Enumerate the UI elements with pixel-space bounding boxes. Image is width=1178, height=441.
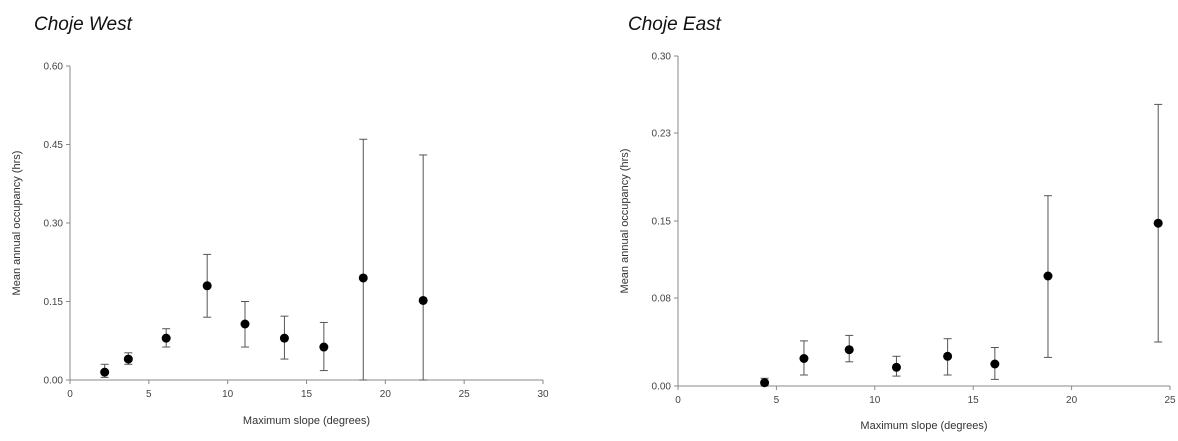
east-data-point (1043, 271, 1053, 281)
west-x-tick-label: 25 (459, 389, 471, 400)
east-y-tick-label: 0.15 (652, 217, 672, 228)
west-data-point (161, 333, 171, 343)
chart-title-east: Choje East (628, 14, 721, 35)
west-x-tick-label: 30 (537, 389, 549, 400)
east-x-tick-label: 25 (1164, 395, 1176, 406)
west-y-axis-label: Mean annual occupancy (hrs) (11, 151, 23, 296)
west-x-tick-label: 5 (146, 389, 152, 400)
east-x-tick-label: 0 (675, 395, 681, 406)
east-data-point (1153, 218, 1163, 228)
west-x-tick-label: 0 (67, 389, 73, 400)
east-x-tick-label: 15 (968, 395, 980, 406)
east-x-tick-label: 20 (1066, 395, 1078, 406)
east-x-axis-label: Maximum slope (degrees) (860, 420, 987, 432)
west-data-point (123, 354, 133, 364)
east-data-point (943, 351, 953, 361)
east-y-tick-label: 0.00 (652, 382, 672, 393)
east-data-point (990, 359, 1000, 369)
west-data-point (279, 333, 289, 343)
west-y-tick-label: 0.00 (44, 376, 64, 387)
west-y-tick-label: 0.45 (44, 140, 64, 151)
east-data-point (799, 354, 809, 363)
west-y-tick-label: 0.15 (44, 297, 64, 308)
west-y-tick-label: 0.60 (44, 62, 64, 73)
west-y-tick-label: 0.30 (44, 219, 64, 230)
east-y-tick-label: 0.23 (652, 129, 672, 140)
west-data-point (418, 295, 428, 305)
east-data-point (844, 345, 854, 355)
east-x-tick-label: 5 (774, 395, 780, 406)
east-y-tick-label: 0.30 (652, 52, 672, 63)
west-x-tick-label: 20 (380, 389, 392, 400)
east-y-tick-label: 0.08 (652, 294, 672, 305)
west-data-point (319, 342, 329, 352)
west-data-point (202, 281, 212, 291)
chart-west: 0 5 10 15 20 25 30 0.00 0.15 0.30 0.45 0.60 Maximum … (11, 62, 549, 428)
chart-title-west: Choje West (34, 14, 132, 35)
west-x-tick-label: 10 (222, 389, 234, 400)
west-data-point (358, 273, 368, 283)
east-x-tick-label: 10 (869, 395, 881, 406)
east-y-axis-label: Mean annual occupancy (hrs) (619, 149, 631, 294)
chart-east: 0 5 10 15 20 25 0.00 0.08 0.15 0.23 0.30 Maximum sl… (619, 52, 1176, 433)
west-x-axis-label: Maximum slope (degrees) (243, 415, 370, 427)
west-data-point (100, 367, 110, 377)
east-data-point (760, 378, 770, 388)
west-x-tick-label: 15 (301, 389, 313, 400)
west-data-point (240, 319, 250, 329)
east-data-point (891, 362, 901, 372)
